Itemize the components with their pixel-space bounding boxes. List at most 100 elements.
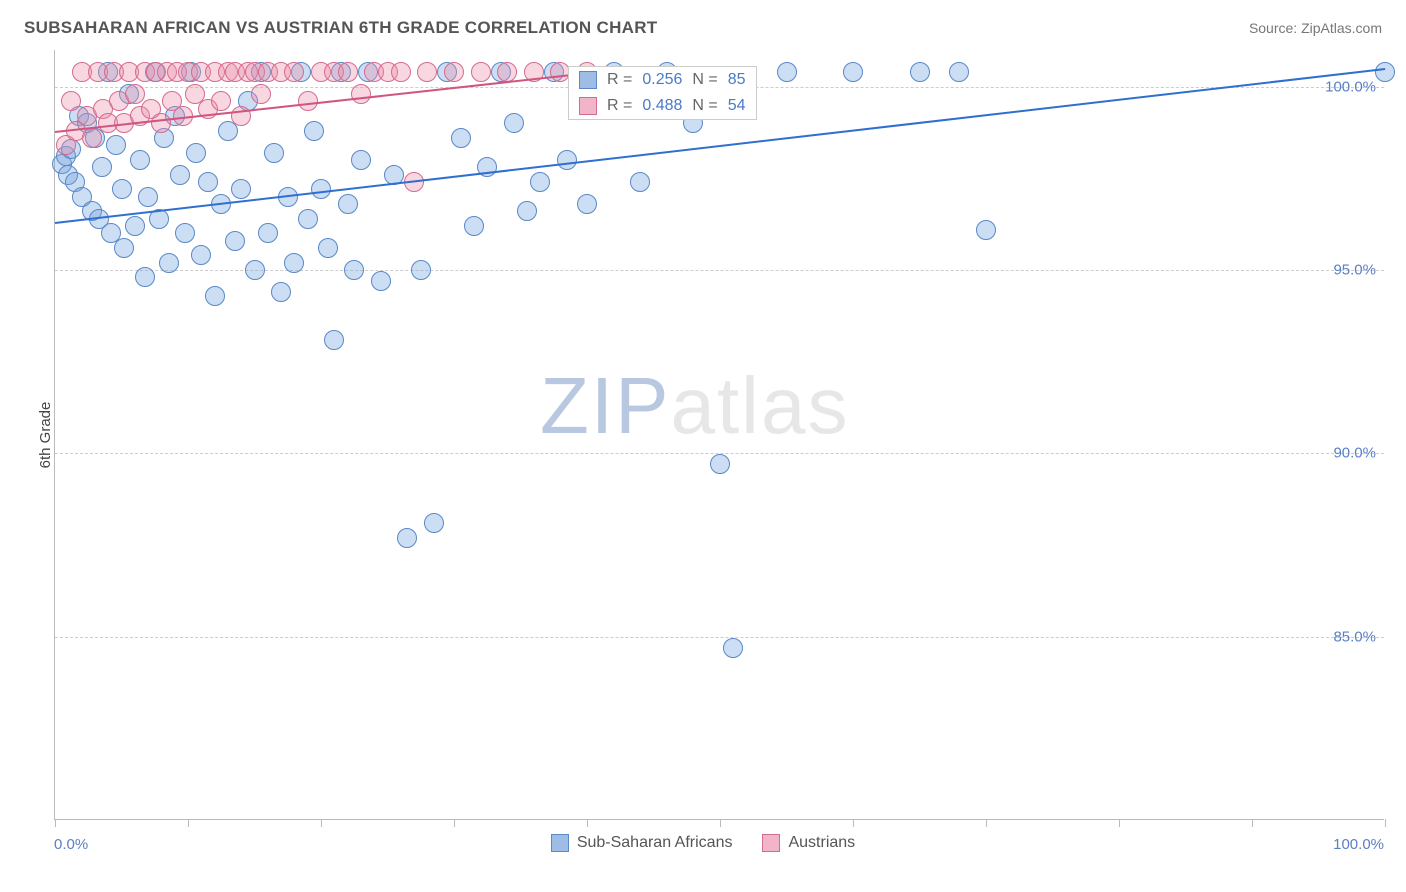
data-point <box>1375 62 1395 82</box>
x-tick <box>1385 819 1386 827</box>
data-point <box>777 62 797 82</box>
x-tick <box>720 819 721 827</box>
stats-n-value: 85 <box>728 71 746 89</box>
stats-r-value: 0.488 <box>642 97 682 115</box>
data-point <box>298 209 318 229</box>
x-tick <box>1252 819 1253 827</box>
data-point <box>630 172 650 192</box>
stats-r-value: 0.256 <box>642 71 682 89</box>
legend-swatch-austrian <box>762 834 780 852</box>
x-tick <box>454 819 455 827</box>
stats-swatch <box>579 97 597 115</box>
data-point <box>910 62 930 82</box>
data-point <box>225 231 245 251</box>
data-point <box>284 62 304 82</box>
y-tick-label: 85.0% <box>1333 628 1376 645</box>
data-point <box>138 187 158 207</box>
data-point <box>130 150 150 170</box>
data-point <box>211 91 231 111</box>
data-point <box>125 84 145 104</box>
y-tick-label: 95.0% <box>1333 262 1376 279</box>
data-point <box>112 179 132 199</box>
data-point <box>843 62 863 82</box>
data-point <box>344 260 364 280</box>
data-point <box>304 121 324 141</box>
chart-title: SUBSAHARAN AFRICAN VS AUSTRIAN 6TH GRADE… <box>24 18 658 38</box>
stats-box: R = 0.256 N = 85 R = 0.488 N = 54 <box>568 66 757 120</box>
legend-label-austrian: Austrians <box>788 834 855 852</box>
x-tick <box>55 819 56 827</box>
plot-area: 100.0% 95.0% 90.0% 85.0% <box>54 50 1384 820</box>
data-point <box>371 271 391 291</box>
y-axis-title: 6th Grade <box>37 402 54 469</box>
stats-n-label: N = <box>692 97 717 115</box>
data-point <box>82 128 102 148</box>
stats-n-label: N = <box>692 71 717 89</box>
legend-swatch-subsaharan <box>551 834 569 852</box>
data-point <box>151 113 171 133</box>
data-point <box>723 638 743 658</box>
data-point <box>351 84 371 104</box>
data-point <box>424 513 444 533</box>
x-tick <box>188 819 189 827</box>
data-point <box>271 282 291 302</box>
data-point <box>391 62 411 82</box>
legend-item-subsaharan: Sub-Saharan Africans <box>551 834 733 852</box>
y-tick-label: 90.0% <box>1333 445 1376 462</box>
data-point <box>205 286 225 306</box>
stats-swatch <box>579 71 597 89</box>
data-point <box>464 216 484 236</box>
x-tick <box>1119 819 1120 827</box>
gridline <box>55 637 1384 638</box>
stats-r-label: R = <box>607 71 632 89</box>
data-point <box>557 150 577 170</box>
data-point <box>949 62 969 82</box>
stats-row: R = 0.256 N = 85 <box>569 67 756 93</box>
data-point <box>106 135 126 155</box>
data-point <box>471 62 491 82</box>
data-point <box>338 62 358 82</box>
data-point <box>175 223 195 243</box>
data-point <box>417 62 437 82</box>
data-point <box>92 157 112 177</box>
data-point <box>451 128 471 148</box>
stats-r-label: R = <box>607 97 632 115</box>
data-point <box>397 528 417 548</box>
scatter-plot: 100.0% 95.0% 90.0% 85.0% <box>54 50 1384 820</box>
legend: Sub-Saharan Africans Austrians <box>0 834 1406 852</box>
x-tick <box>986 819 987 827</box>
data-point <box>351 150 371 170</box>
stats-row: R = 0.488 N = 54 <box>569 93 756 119</box>
data-point <box>284 253 304 273</box>
data-point <box>444 62 464 82</box>
data-point <box>338 194 358 214</box>
data-point <box>710 454 730 474</box>
data-point <box>159 253 179 273</box>
data-point <box>264 143 284 163</box>
data-point <box>411 260 431 280</box>
data-point <box>324 330 344 350</box>
data-point <box>186 143 206 163</box>
data-point <box>517 201 537 221</box>
data-point <box>530 172 550 192</box>
legend-item-austrian: Austrians <box>762 834 855 852</box>
y-tick-label: 100.0% <box>1325 78 1376 95</box>
data-point <box>318 238 338 258</box>
data-point <box>976 220 996 240</box>
data-point <box>251 84 271 104</box>
data-point <box>125 216 145 236</box>
x-tick <box>321 819 322 827</box>
stats-n-value: 54 <box>728 97 746 115</box>
chart-source: Source: ZipAtlas.com <box>1249 20 1382 36</box>
data-point <box>191 245 211 265</box>
data-point <box>135 267 155 287</box>
data-point <box>198 172 218 192</box>
data-point <box>231 179 251 199</box>
legend-label-subsaharan: Sub-Saharan Africans <box>577 834 733 852</box>
data-point <box>577 194 597 214</box>
data-point <box>258 223 278 243</box>
data-point <box>114 238 134 258</box>
data-point <box>61 91 81 111</box>
x-tick <box>587 819 588 827</box>
data-point <box>245 260 265 280</box>
